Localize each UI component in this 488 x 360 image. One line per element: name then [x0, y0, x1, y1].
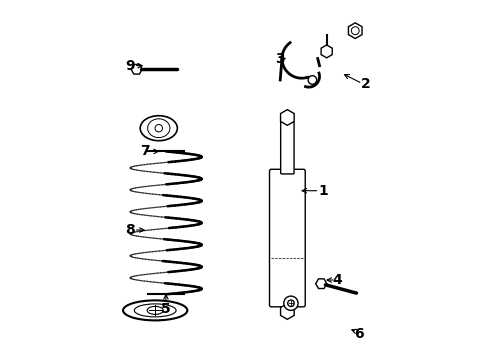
Circle shape — [307, 76, 316, 84]
Ellipse shape — [123, 300, 187, 320]
Text: 6: 6 — [353, 327, 363, 341]
Text: 2: 2 — [360, 77, 370, 91]
Text: 3: 3 — [275, 51, 285, 66]
Text: 1: 1 — [318, 184, 327, 198]
Text: 5: 5 — [161, 302, 170, 316]
Text: 8: 8 — [125, 223, 135, 237]
Text: 7: 7 — [140, 144, 149, 158]
Circle shape — [287, 300, 294, 306]
Ellipse shape — [147, 306, 163, 314]
Circle shape — [283, 296, 298, 310]
Ellipse shape — [140, 116, 177, 141]
Text: 4: 4 — [332, 273, 342, 287]
Circle shape — [350, 27, 358, 35]
Circle shape — [155, 125, 162, 132]
FancyBboxPatch shape — [269, 169, 305, 307]
Text: 9: 9 — [125, 59, 135, 73]
FancyBboxPatch shape — [280, 122, 293, 174]
